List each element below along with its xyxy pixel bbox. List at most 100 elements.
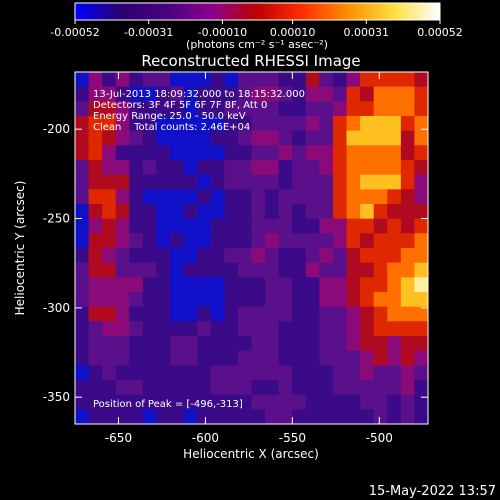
heatmap-cell	[400, 336, 416, 352]
heatmap-cell	[387, 72, 402, 88]
heatmap-cell	[170, 218, 185, 234]
heatmap-cell	[292, 306, 307, 322]
heatmap-cell	[305, 292, 320, 308]
heatmap-cell	[373, 101, 388, 117]
heatmap-cell	[170, 248, 185, 264]
heatmap-cell	[210, 218, 225, 234]
heatmap-cell	[387, 174, 402, 190]
heatmap-cell	[224, 218, 239, 234]
heatmap-cell	[305, 72, 320, 88]
heatmap-cell	[210, 394, 225, 410]
heatmap-cell	[387, 350, 402, 366]
heatmap-cell	[265, 380, 280, 396]
heatmap-cell	[129, 350, 144, 366]
heatmap-cell	[414, 292, 428, 308]
heatmap-cell	[115, 130, 130, 146]
heatmap-cell	[360, 277, 375, 293]
heatmap-cell	[400, 145, 416, 161]
heatmap-cell	[332, 101, 348, 117]
heatmap-cell	[346, 262, 361, 278]
heatmap-cell	[305, 101, 320, 117]
heatmap-cell	[278, 101, 293, 117]
heatmap-cell	[265, 262, 280, 278]
heatmap-cell	[170, 277, 185, 293]
heatmap-cell	[360, 116, 375, 132]
heatmap-cell	[265, 321, 280, 337]
heatmap-cell	[387, 86, 402, 102]
heatmap-cell	[197, 336, 212, 352]
heatmap-cell	[346, 218, 361, 234]
heatmap-cell	[115, 409, 130, 424]
heatmap-cell	[332, 233, 348, 249]
heatmap-cell	[224, 262, 239, 278]
heatmap-cell	[414, 116, 428, 132]
heatmap-cell	[129, 394, 144, 410]
heatmap-cell	[156, 116, 171, 132]
heatmap-cell	[251, 72, 266, 88]
heatmap-cell	[115, 101, 130, 117]
heatmap-cell	[319, 189, 334, 205]
heatmap-cell	[156, 277, 171, 293]
heatmap-cell	[346, 145, 361, 161]
heatmap-cell	[75, 262, 90, 278]
heatmap-cell	[319, 116, 334, 132]
heatmap-cell	[156, 292, 171, 308]
heatmap-cell	[197, 204, 212, 220]
heatmap-cell	[210, 189, 225, 205]
heatmap-cell	[224, 189, 239, 205]
heatmap-cell	[115, 116, 130, 132]
heatmap-cell	[129, 380, 144, 396]
heatmap-cell	[210, 145, 225, 161]
heatmap-cell	[251, 380, 266, 396]
heatmap-cell	[251, 189, 266, 205]
heatmap-cell	[156, 365, 171, 381]
heatmap-cell	[305, 248, 320, 264]
heatmap-cell	[414, 365, 428, 381]
heatmap-cell	[210, 277, 225, 293]
plot-frame	[74, 71, 429, 425]
heatmap-cell	[319, 321, 334, 337]
heatmap-cell	[210, 160, 225, 176]
heatmap-cell	[332, 350, 348, 366]
heatmap-cell	[305, 321, 320, 337]
heatmap-cell	[278, 160, 293, 176]
heatmap-cell	[129, 277, 144, 293]
heatmap-cell	[224, 292, 239, 308]
heatmap-cell	[360, 189, 375, 205]
heatmap-cell	[400, 394, 416, 410]
heatmap-cell	[183, 321, 198, 337]
heatmap-cell	[237, 292, 253, 308]
heatmap-cell	[387, 101, 402, 117]
heatmap-cell	[265, 204, 280, 220]
heatmap-cell	[346, 306, 361, 322]
heatmap-cell	[170, 160, 185, 176]
heatmap-cell	[142, 336, 158, 352]
heatmap-cell	[400, 248, 416, 264]
heatmap-cell	[210, 262, 225, 278]
heatmap-cell	[237, 72, 253, 88]
heatmap-cell	[102, 394, 117, 410]
heatmap-cell	[183, 101, 198, 117]
heatmap-cell	[88, 277, 103, 293]
heatmap-cell	[251, 218, 266, 234]
heatmap-cell	[237, 306, 253, 322]
heatmap-cell	[115, 336, 130, 352]
heatmap-cell	[102, 116, 117, 132]
heatmap-cell	[224, 86, 239, 102]
heatmap-cell	[237, 336, 253, 352]
heatmap-cell	[346, 409, 361, 424]
heatmap-cell	[197, 130, 212, 146]
heatmap-cell	[414, 130, 428, 146]
colorbar-ticks: -0.00052 -0.00031 -0.00010 0.00010 0.00031 0.…	[50, 20, 463, 39]
heatmap-cell	[373, 306, 388, 322]
heatmap-cell	[360, 86, 375, 102]
heatmap-cell	[332, 262, 348, 278]
heatmap-cell	[210, 204, 225, 220]
heatmap-cell	[346, 189, 361, 205]
heatmap-cell	[88, 218, 103, 234]
y-axis-label: Heliocentric Y (arcsec)	[13, 181, 27, 316]
heatmap-cell	[129, 130, 144, 146]
heatmap-cell	[414, 72, 428, 88]
heatmap-cell	[224, 336, 239, 352]
